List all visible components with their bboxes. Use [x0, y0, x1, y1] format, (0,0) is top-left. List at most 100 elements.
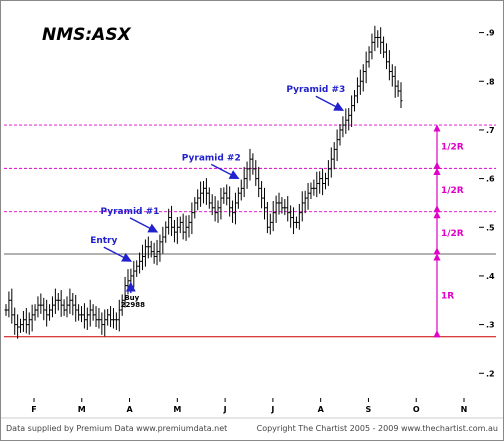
ohlc-bar: [379, 27, 383, 55]
annotation-arrow: [129, 217, 159, 233]
ohlc-bar: [65, 296, 69, 318]
ohlc-bar: [387, 50, 391, 81]
risk-labels-layer: 1/2R 1/2R 1/2R 1R: [433, 124, 464, 338]
ohlc-bar: [143, 239, 147, 267]
ohlc-bar: [248, 148, 252, 181]
ohlc-bar: [24, 308, 28, 334]
ohlc-bar: [30, 304, 34, 332]
ohlc-bar: [4, 304, 8, 316]
ohlc-bar: [312, 179, 316, 196]
ohlc-bar: [219, 187, 223, 220]
y-tick-label: .4: [486, 272, 495, 281]
ohlc-bar: [167, 208, 171, 235]
ohlc-bar: [74, 294, 78, 322]
x-month-label: A: [126, 405, 133, 414]
ohlc-bar: [100, 312, 104, 335]
annotation-arrow: [210, 163, 240, 179]
ohlc-bar: [152, 242, 156, 264]
ohlc-bar: [300, 191, 304, 222]
ohlc-bar: [146, 236, 150, 259]
x-month-label: A: [318, 405, 325, 414]
ohlc-bar: [77, 304, 81, 321]
y-tick-label: .3: [486, 321, 495, 330]
ohlc-bar: [21, 310, 25, 332]
ohlc-bar: [326, 160, 330, 186]
ohlc-bar: [306, 182, 310, 210]
ohlc-bar: [170, 205, 174, 237]
ohlc-bar: [111, 308, 115, 329]
ohlc-bar: [265, 201, 269, 234]
ohlc-bar: [155, 239, 159, 266]
y-tick-label: .6: [486, 175, 495, 184]
annotation-label: Pyramid #2: [182, 153, 241, 163]
ohlc-bar: [164, 221, 168, 243]
ohlc-bar: [321, 168, 325, 196]
ohlc-bar: [338, 124, 342, 146]
ohlc-bar: [141, 244, 145, 271]
ohlc-bar: [13, 307, 17, 335]
x-month-label: M: [78, 405, 86, 414]
ohlc-bar: [193, 197, 197, 219]
ohlc-bar: [268, 213, 272, 235]
bars-layer: [4, 25, 403, 339]
ohlc-bar: [277, 192, 281, 215]
ohlc-bar: [187, 215, 191, 238]
ohlc-bar: [260, 181, 264, 209]
ohlc-bar: [251, 153, 255, 175]
ohlc-bar: [350, 95, 354, 128]
ohlc-bar: [228, 186, 232, 217]
ohlc-bar: [138, 252, 142, 274]
x-month-label: J: [270, 405, 274, 414]
ohlc-bar: [53, 288, 57, 314]
ohlc-bar: [36, 296, 40, 318]
ohlc-bar: [384, 43, 388, 70]
footer-credit-right: Copyright The Chartist 2005 - 2009 www.t…: [257, 424, 498, 433]
x-month-label: S: [366, 405, 372, 414]
ohlc-bar: [315, 171, 319, 198]
x-month-label: M: [173, 405, 181, 414]
y-tick-label: .2: [486, 369, 495, 378]
ohlc-bar: [283, 199, 287, 216]
y-tick-label: .9: [486, 29, 495, 38]
ohlc-bar: [16, 314, 20, 339]
ohlc-bar: [289, 205, 293, 228]
buy-date: 22988: [121, 301, 145, 309]
ohlc-bar: [181, 213, 185, 240]
ohlc-bar: [184, 215, 188, 241]
footer-credit-left: Data supplied by Premium Data www.premiu…: [6, 424, 227, 433]
chart-title: NMS:ASX: [42, 25, 132, 45]
ohlc-bar: [358, 69, 362, 95]
x-month-label: N: [461, 405, 468, 414]
ohlc-bar: [222, 187, 226, 204]
ohlc-bar: [39, 293, 43, 314]
ohlc-bar: [175, 217, 179, 244]
x-month-label: O: [413, 405, 420, 414]
ohlc-bar: [109, 306, 113, 328]
ohlc-bar: [231, 200, 235, 223]
x-month-label: F: [31, 405, 36, 414]
ohlc-bar: [85, 307, 89, 330]
ohlc-bar: [190, 202, 194, 235]
ohlc-bar: [161, 226, 165, 254]
annotation-label: Pyramid #3: [286, 85, 345, 95]
ohlc-bar: [59, 290, 63, 317]
y-tick-label: .7: [486, 126, 495, 135]
ohlc-bar: [149, 240, 153, 258]
ohlc-bar: [202, 181, 205, 204]
annotation-label: Entry: [90, 236, 117, 246]
ohlc-bar: [210, 194, 214, 216]
ohlc-bar: [239, 179, 243, 201]
risk-label: 1R: [441, 291, 454, 301]
ohlc-bar: [297, 203, 301, 230]
ohlc-bar: [45, 299, 49, 327]
y-axis: .2 .3 .4 .5 .6 .7 .8 .9: [479, 29, 495, 378]
ohlc-bar: [91, 304, 95, 321]
ohlc-bar: [341, 116, 345, 138]
ohlc-bar: [376, 30, 380, 48]
risk-label: 1/2R: [441, 143, 464, 153]
ohlc-bar: [68, 288, 72, 314]
annotation-label: Pyramid #1: [100, 207, 159, 217]
